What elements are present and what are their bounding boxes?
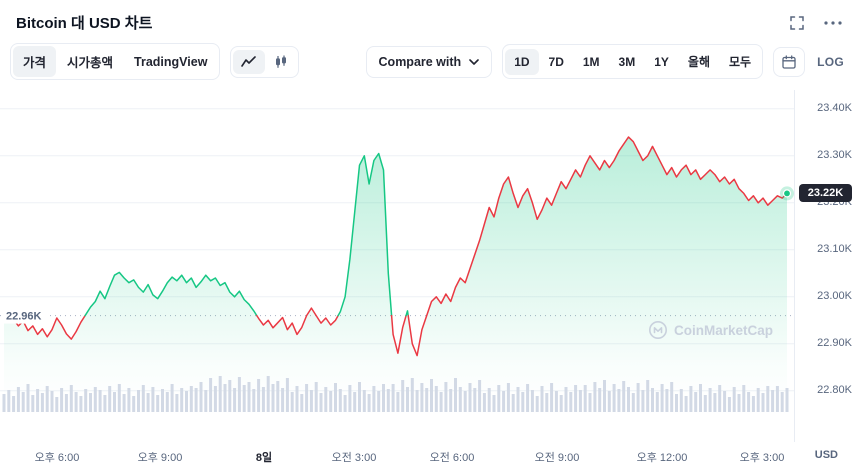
fullscreen-icon [790,15,804,30]
y-axis-label: 23.00K [817,289,852,302]
page-title: Bitcoin 대 USD 차트 [16,15,153,32]
usd-label: USD [814,449,838,461]
x-axis-label: 8일 [255,452,273,464]
range-3m-button[interactable]: 3M [610,49,645,75]
chart-toolbar: 가격 시가총액 TradingView Compare with [0,35,860,86]
line-chart-icon [241,55,257,67]
calendar-icon [782,54,796,69]
y-axis-label: 22.90K [817,336,852,349]
chevron-down-icon [469,58,479,65]
last-price-badge: 23.22K [799,184,852,203]
chart-type-toggle [230,45,300,78]
y-axis-label: 22.80K [817,383,852,396]
prev-close-label: 22.96K [6,311,42,323]
price-chart: 22.96K 23.40K23.30K23.20K23.10K23.00K22.… [0,90,860,442]
y-axis-label: 23.10K [817,242,852,255]
x-axis-label: 오후 3:00 [739,452,785,464]
coinmarketcap-watermark: CoinMarketCap [648,320,773,340]
coinmarketcap-logo-icon [649,321,667,339]
watermark-label: CoinMarketCap [674,322,774,338]
x-axis-label: 오후 12:00 [636,452,688,464]
candlestick-chart-button[interactable] [266,49,296,75]
compare-with-button[interactable]: Compare with [365,45,493,78]
log-scale-button[interactable]: LOG [815,49,850,75]
range-7d-button[interactable]: 7D [540,49,573,75]
tab-tradingview[interactable]: TradingView [124,49,217,75]
x-axis-label: 오후 9:00 [137,452,183,464]
ellipsis-icon [824,20,842,25]
x-axis-label: 오전 9:00 [534,452,580,464]
compare-with-label: Compare with [378,54,462,69]
chart-source-tabs: 가격 시가총액 TradingView [10,43,221,80]
chart-header: Bitcoin 대 USD 차트 [0,0,860,35]
x-axis-label: 오전 6:00 [429,452,475,464]
tab-marketcap[interactable]: 시가총액 [57,46,123,77]
line-chart-button[interactable] [233,49,266,74]
header-actions [790,15,842,30]
tab-price[interactable]: 가격 [13,46,57,77]
calendar-button[interactable] [773,46,806,77]
range-1d-button[interactable]: 1D [505,48,539,75]
y-axis-label: 23.40K [817,101,852,114]
more-options-button[interactable] [824,20,842,25]
range-ytd-button[interactable]: 올해 [679,47,719,76]
range-1y-button[interactable]: 1Y [645,49,678,75]
chart-canvas[interactable]: 22.96K [0,90,794,442]
x-axis: USD 오후 6:00 오후 9:00 8일 오전 3:00 오전 6:00 오전 9:0… [0,442,860,468]
x-axis-label: 오후 6:00 [34,452,80,464]
candlestick-icon [276,55,287,68]
range-1m-button[interactable]: 1M [574,49,609,75]
y-axis-label: 23.30K [817,148,852,161]
y-axis: 23.40K23.30K23.20K23.10K23.00K22.90K22.8… [794,90,860,442]
fullscreen-button[interactable] [790,15,804,30]
x-axis-label: 오전 3:00 [331,452,377,464]
time-range-group: 1D 7D 1M 3M 1Y 올해 모두 [502,44,764,79]
range-all-button[interactable]: 모두 [720,47,760,76]
